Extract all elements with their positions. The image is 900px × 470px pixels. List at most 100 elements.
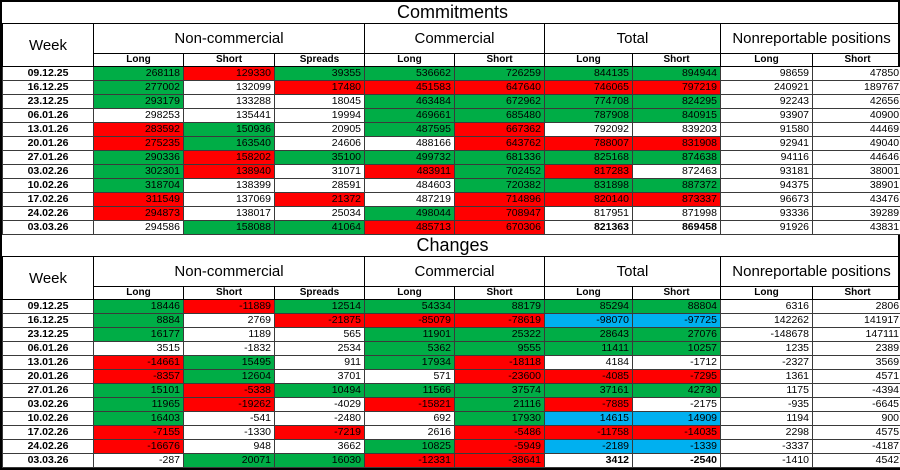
- value-cell: 42730: [633, 384, 721, 398]
- value-cell: 484603: [365, 179, 455, 193]
- value-cell: -8357: [94, 370, 184, 384]
- value-cell: -2540: [633, 454, 721, 468]
- value-cell: -14035: [633, 426, 721, 440]
- week-cell: 24.02.26: [3, 440, 94, 454]
- value-cell: 277002: [94, 81, 184, 95]
- week-cell: 20.01.26: [3, 370, 94, 384]
- value-cell: -4085: [545, 370, 633, 384]
- value-cell: 147111: [813, 328, 900, 342]
- value-cell: 873337: [633, 193, 721, 207]
- value-cell: 16030: [275, 454, 365, 468]
- value-cell: 21116: [455, 398, 545, 412]
- value-cell: 275235: [94, 137, 184, 151]
- value-cell: 141917: [813, 314, 900, 328]
- value-cell: 469661: [365, 109, 455, 123]
- value-cell: 44646: [813, 151, 900, 165]
- subheader-nc-short: Short: [184, 54, 275, 67]
- value-cell: 92243: [721, 95, 813, 109]
- value-cell: 92941: [721, 137, 813, 151]
- value-cell: 27076: [633, 328, 721, 342]
- value-cell: 14615: [545, 412, 633, 426]
- value-cell: 283592: [94, 123, 184, 137]
- value-cell: 21372: [275, 193, 365, 207]
- value-cell: 10825: [365, 440, 455, 454]
- column-subheader-row: Long Short Spreads Long Short Long Short…: [3, 54, 900, 67]
- week-cell: 03.03.26: [3, 454, 94, 468]
- week-cell: 20.01.26: [3, 137, 94, 151]
- value-cell: -19262: [184, 398, 275, 412]
- value-cell: 44469: [813, 123, 900, 137]
- value-cell: 4575: [813, 426, 900, 440]
- group-nonreportable: Nonreportable positions: [721, 257, 900, 287]
- value-cell: 47850: [813, 67, 900, 81]
- value-cell: 96673: [721, 193, 813, 207]
- value-cell: 499732: [365, 151, 455, 165]
- column-group-row: Week Non-commercial Commercial Total Non…: [3, 24, 900, 54]
- value-cell: 17934: [365, 356, 455, 370]
- value-cell: 565: [275, 328, 365, 342]
- section-title-row: Changes: [3, 235, 900, 257]
- value-cell: 844135: [545, 67, 633, 81]
- value-cell: 2534: [275, 342, 365, 356]
- value-cell: 14909: [633, 412, 721, 426]
- value-cell: 93181: [721, 165, 813, 179]
- value-cell: 874638: [633, 151, 721, 165]
- value-cell: 49040: [813, 137, 900, 151]
- commitments-table: Commitments Week Non-commercial Commerci…: [2, 2, 900, 235]
- value-cell: 487219: [365, 193, 455, 207]
- value-cell: 714896: [455, 193, 545, 207]
- value-cell: -4394: [813, 384, 900, 398]
- value-cell: -935: [721, 398, 813, 412]
- value-cell: 871998: [633, 207, 721, 221]
- value-cell: 821363: [545, 221, 633, 235]
- value-cell: 485713: [365, 221, 455, 235]
- value-cell: 948: [184, 440, 275, 454]
- value-cell: 93907: [721, 109, 813, 123]
- section-title-row: Commitments: [3, 2, 900, 24]
- value-cell: 25322: [455, 328, 545, 342]
- value-cell: 43476: [813, 193, 900, 207]
- value-cell: 2769: [184, 314, 275, 328]
- value-cell: 298253: [94, 109, 184, 123]
- value-cell: 11965: [94, 398, 184, 412]
- value-cell: 41064: [275, 221, 365, 235]
- value-cell: -14661: [94, 356, 184, 370]
- value-cell: 28643: [545, 328, 633, 342]
- value-cell: -2175: [633, 398, 721, 412]
- value-cell: -1712: [633, 356, 721, 370]
- subheader-c-short: Short: [455, 54, 545, 67]
- value-cell: 1175: [721, 384, 813, 398]
- value-cell: -23600: [455, 370, 545, 384]
- value-cell: 3662: [275, 440, 365, 454]
- value-cell: 685480: [455, 109, 545, 123]
- week-header: Week: [3, 24, 94, 67]
- value-cell: -287: [94, 454, 184, 468]
- value-cell: 39355: [275, 67, 365, 81]
- value-cell: 2616: [365, 426, 455, 440]
- value-cell: 3701: [275, 370, 365, 384]
- value-cell: 4542: [813, 454, 900, 468]
- value-cell: 774708: [545, 95, 633, 109]
- week-cell: 16.12.25: [3, 314, 94, 328]
- group-total: Total: [545, 257, 721, 287]
- week-cell: 17.02.26: [3, 426, 94, 440]
- value-cell: 98659: [721, 67, 813, 81]
- value-cell: 20071: [184, 454, 275, 468]
- value-cell: -1410: [721, 454, 813, 468]
- value-cell: 12604: [184, 370, 275, 384]
- value-cell: 667362: [455, 123, 545, 137]
- value-cell: 1361: [721, 370, 813, 384]
- subheader-nr-long: Long: [721, 287, 813, 300]
- value-cell: 38001: [813, 165, 900, 179]
- value-cell: -5949: [455, 440, 545, 454]
- subheader-t-long: Long: [545, 54, 633, 67]
- value-cell: 18045: [275, 95, 365, 109]
